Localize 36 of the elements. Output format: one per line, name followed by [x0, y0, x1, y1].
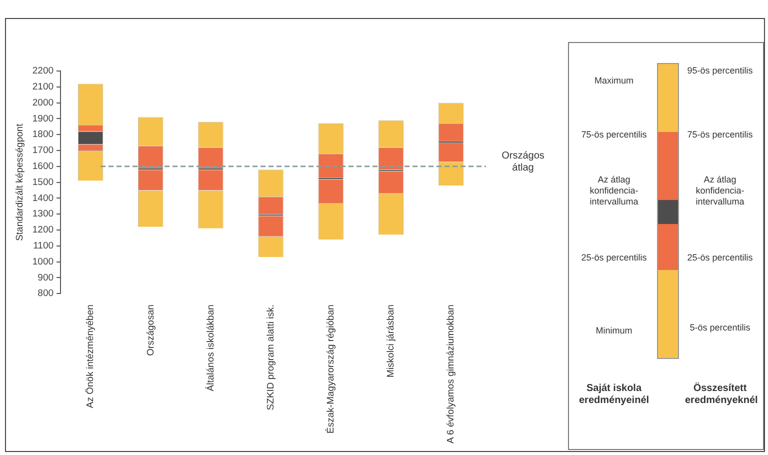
text: 75-ös percentilis [580, 130, 648, 140]
text: Az átlag konfidencia-intervalluma [694, 174, 746, 208]
text: 5-ös percentilis [688, 322, 752, 334]
y-tick-label: 1500 [32, 176, 54, 188]
x-tick-label: Általános iskolákban [204, 304, 216, 392]
text: Az átlag konfidencia-intervalluma [588, 174, 640, 208]
x-tick-label: A 6 évfolyamos gimnáziumokban [446, 304, 457, 444]
text: 95-ös percentilis [686, 66, 754, 76]
y-tick-label: 1800 [32, 129, 54, 140]
y-tick-label: 1000 [32, 256, 54, 268]
y-tick-label: 1200 [32, 224, 54, 236]
y-tick-label: 2100 [32, 82, 54, 93]
text: Saját iskola eredményeinél [579, 383, 650, 407]
y-tick-label: 1600 [32, 161, 54, 172]
y-tick-label: 1100 [33, 240, 54, 252]
x-tick-label: Észak-Magyarország régióban [324, 304, 336, 434]
x-tick-label: SZKID program alatti isk. [265, 304, 276, 410]
text: Maximum [593, 76, 634, 86]
y-tick-label: 900 [38, 272, 54, 284]
text: Összesített eredményeknél [685, 383, 758, 407]
y-tick-label: 1700 [32, 145, 54, 156]
y-tick-label: 2200 [32, 66, 54, 77]
x-tick-label: Országosan [145, 304, 156, 356]
y-tick-label: 1900 [32, 113, 54, 124]
y-tick-label: 800 [38, 288, 54, 300]
ref-line-label: Országos átlag [502, 150, 544, 174]
text: 25-ös percentilis [686, 252, 754, 264]
text: 75-ös percentilis [686, 130, 754, 140]
x-tick-label: Az Önök intézményében [85, 304, 96, 408]
y-tick-label: 1400 [32, 192, 54, 204]
x-tick-label: Miskolci járásban [386, 304, 397, 378]
text: Minimum [594, 326, 634, 336]
y-tick-label: 1300 [32, 208, 54, 220]
text: 25-ös percentilis [580, 252, 648, 264]
y-tick-label: 2000 [32, 97, 54, 108]
y-axis-title: Standardizált képességpont [14, 123, 26, 241]
